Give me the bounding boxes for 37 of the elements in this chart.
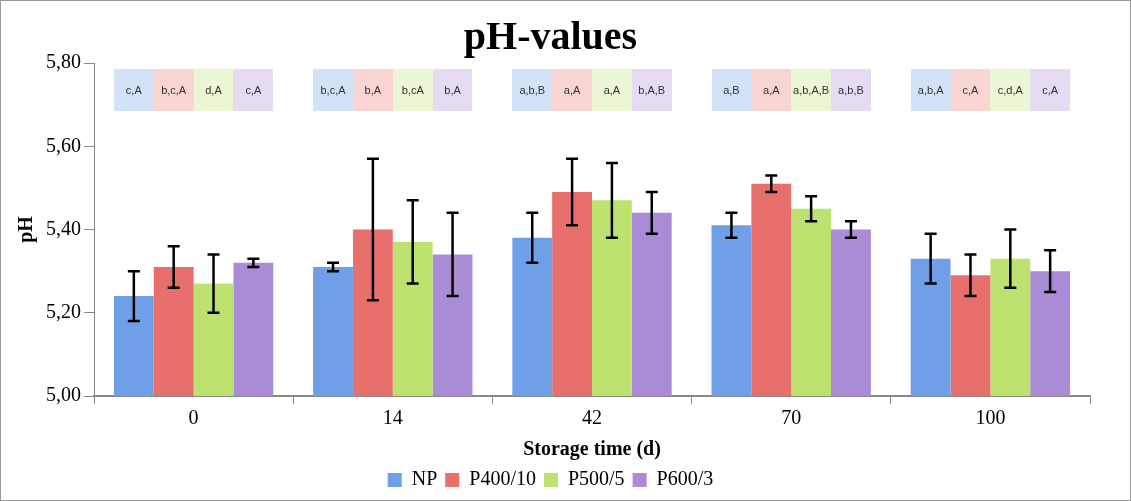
label-box: c,A xyxy=(233,69,274,111)
label-box: a,A xyxy=(592,69,632,111)
chart-title: pH-values xyxy=(463,13,638,59)
y-tick-label: 5,60 xyxy=(46,133,81,156)
label-box: c,A xyxy=(113,69,154,111)
x-axis-title: Storage time (d) xyxy=(523,437,661,461)
y-tick-label: 5,00 xyxy=(46,383,81,406)
label-box: a,b,B xyxy=(512,69,553,111)
x-tick-label: 70 xyxy=(781,406,802,429)
label-box: a,b,A,B xyxy=(791,69,831,111)
x-tick-label: 0 xyxy=(188,406,199,429)
y-tick-label: 5,80 xyxy=(46,50,81,73)
label-box: d,A xyxy=(193,69,234,111)
label-box: a,b,B xyxy=(831,69,871,111)
legend-label: P400/10 xyxy=(469,467,536,490)
label-box: b,A,B xyxy=(631,69,672,111)
legend-label: P500/5 xyxy=(567,467,625,490)
label-box: c,d,A xyxy=(990,69,1031,111)
y-tick-label: 5,20 xyxy=(46,300,81,322)
label-box: b,A xyxy=(352,69,393,111)
label-box: a,A xyxy=(552,69,592,111)
y-tick-label: 5,40 xyxy=(46,216,81,239)
x-tick-label: 14 xyxy=(382,406,403,429)
x-tick-label: 100 xyxy=(975,406,1006,429)
label-box: a,b,A xyxy=(910,69,951,111)
label-box: c,A xyxy=(950,69,991,111)
label-box: a,B xyxy=(711,69,752,111)
legend-label: NP xyxy=(411,467,438,490)
label-box: b,c,A xyxy=(153,69,194,111)
y-axis-title: pH xyxy=(14,215,38,243)
label-box: b,c,A xyxy=(313,69,353,111)
label-box: b,cA xyxy=(392,69,433,111)
x-tick-label: 42 xyxy=(582,406,602,429)
label-box: b,A xyxy=(432,69,473,111)
label-box: a,A xyxy=(751,69,792,111)
label-box: c,A xyxy=(1030,69,1071,111)
legend-label: P600/3 xyxy=(656,467,714,490)
